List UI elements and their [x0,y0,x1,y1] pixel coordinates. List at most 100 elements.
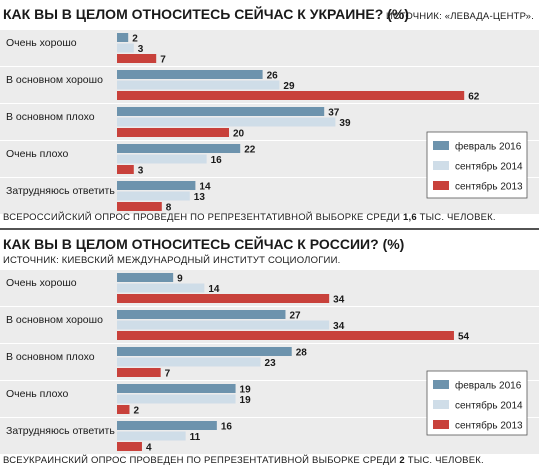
survey-note-unit: ТЫС. ЧЕЛОВЕК. [405,455,484,466]
category-band [0,30,539,66]
chart-source: ИСТОЧНИК: «ЛЕВАДА-ЦЕНТР». [386,11,534,22]
bar-value-label: 26 [267,71,279,82]
bar-sep2014 [117,394,236,404]
bar-sep2014 [117,283,205,293]
bar-value-label: 3 [138,166,144,177]
bar-sep2014 [117,154,207,164]
bar-sep2014 [117,431,186,441]
chart-title: КАК ВЫ В ЦЕЛОМ ОТНОСИТЕСЬ СЕЙЧАС К РОССИ… [3,235,404,252]
legend-label: сентябрь 2014 [455,400,523,412]
bar-value-label: 34 [333,295,345,306]
bar-value-label: 2 [133,406,139,417]
chart-legend: февраль 2016 сентябрь 2014 сентябрь 2013 [426,370,528,436]
bar-value-label: 29 [283,81,295,92]
bar-feb2016 [117,107,325,116]
bar-sep2013 [117,294,330,303]
bar-value-label: 3 [138,44,144,55]
bar-feb2016 [117,384,236,393]
bar-sep2014 [117,80,280,90]
legend-swatch-sep2014 [433,161,449,170]
bar-sep2013 [117,368,161,377]
legend-label: сентябрь 2014 [455,161,523,173]
bar-sep2013 [117,405,130,414]
survey-note-sample: 2 [399,455,404,466]
bar-sep2013 [117,442,142,451]
survey-note-unit: ТЫС. ЧЕЛОВЕК. [417,212,496,223]
bar-value-label: 19 [240,385,252,396]
bar-feb2016 [117,347,292,356]
bar-sep2014 [117,191,190,201]
bar-value-label: 34 [333,321,345,332]
survey-note-sample: 1,6 [403,212,417,223]
bar-feb2016 [117,273,174,282]
legend-label: февраль 2016 [455,141,522,153]
bar-sep2014 [117,43,134,53]
category-label: В основном хорошо [6,314,103,326]
legend-swatch-sep2013 [433,181,449,190]
bar-value-label: 16 [221,422,233,433]
category-label: Очень плохо [6,148,68,160]
bar-value-label: 28 [296,348,308,359]
survey-note: ВСЕУКРАИНСКИЙ ОПРОС ПРОВЕДЕН ПО РЕПРЕЗЕН… [3,454,484,466]
bar-value-label: 14 [199,182,211,193]
bar-value-label: 7 [160,55,166,66]
bar-value-label: 19 [240,395,252,406]
bar-feb2016 [117,181,196,190]
bar-value-label: 37 [328,108,340,119]
bar-sep2013 [117,91,465,100]
category-label: Очень хорошо [6,37,77,49]
bar-sep2013 [117,331,454,340]
chart-russia: КАК ВЫ В ЦЕЛОМ ОТНОСИТЕСЬ СЕЙЧАС К РОССИ… [0,235,539,466]
bar-value-label: 14 [208,284,220,295]
survey-note-text: ВСЕРОССИЙСКИЙ ОПРОС ПРОВЕДЕН ПО РЕПРЕЗЕН… [3,211,403,223]
bar-sep2014 [117,357,261,367]
legend-swatch-feb2016 [433,141,449,150]
bar-value-label: 9 [177,274,183,285]
bar-sep2013 [117,165,134,174]
legend-label: сентябрь 2013 [455,181,523,193]
bar-feb2016 [117,70,263,79]
category-label: В основном плохо [6,351,95,363]
bar-value-label: 11 [190,432,201,443]
bar-sep2013 [117,54,157,63]
legend-label: сентябрь 2013 [455,420,523,432]
chart-title: КАК ВЫ В ЦЕЛОМ ОТНОСИТЕСЬ СЕЙЧАС К УКРАИ… [3,5,409,22]
bar-value-label: 22 [244,145,256,156]
bar-sep2014 [117,117,336,127]
bar-sep2013 [117,202,162,211]
bar-feb2016 [117,421,217,430]
category-label: В основном хорошо [6,74,103,86]
bar-value-label: 8 [166,203,172,214]
bar-value-label: 7 [165,369,171,380]
chart-ukraine: КАК ВЫ В ЦЕЛОМ ОТНОСИТЕСЬ СЕЙЧАС К УКРАИ… [0,5,539,223]
bar-value-label: 4 [146,443,152,454]
chart-source: ИСТОЧНИК: КИЕВСКИЙ МЕЖДУНАРОДНЫЙ ИНСТИТУ… [3,254,340,266]
bar-sep2013 [117,128,229,137]
bar-feb2016 [117,310,286,319]
bar-value-label: 20 [233,129,245,140]
bar-feb2016 [117,33,129,42]
bar-value-label: 27 [289,311,301,322]
bar-value-label: 13 [194,192,206,203]
legend-swatch-feb2016 [433,380,449,389]
bar-value-label: 62 [468,92,480,103]
survey-note: ВСЕРОССИЙСКИЙ ОПРОС ПРОВЕДЕН ПО РЕПРЕЗЕН… [3,211,496,223]
category-label: Затрудняюсь ответить [6,425,115,437]
legend-swatch-sep2013 [433,420,449,429]
bar-value-label: 23 [265,358,277,369]
bar-value-label: 2 [132,34,138,45]
category-label: Очень плохо [6,388,68,400]
legend-swatch-sep2014 [433,400,449,409]
bar-value-label: 39 [339,118,351,129]
category-label: Затрудняюсь ответить [6,185,115,197]
bar-value-label: 54 [458,332,470,343]
chart-legend: февраль 2016 сентябрь 2014 сентябрь 2013 [426,131,528,199]
legend-label: февраль 2016 [455,380,522,392]
survey-note-text: ВСЕУКРАИНСКИЙ ОПРОС ПРОВЕДЕН ПО РЕПРЕЗЕН… [3,454,399,466]
bar-sep2014 [117,320,330,330]
bar-feb2016 [117,144,241,153]
category-label: В основном плохо [6,111,95,123]
